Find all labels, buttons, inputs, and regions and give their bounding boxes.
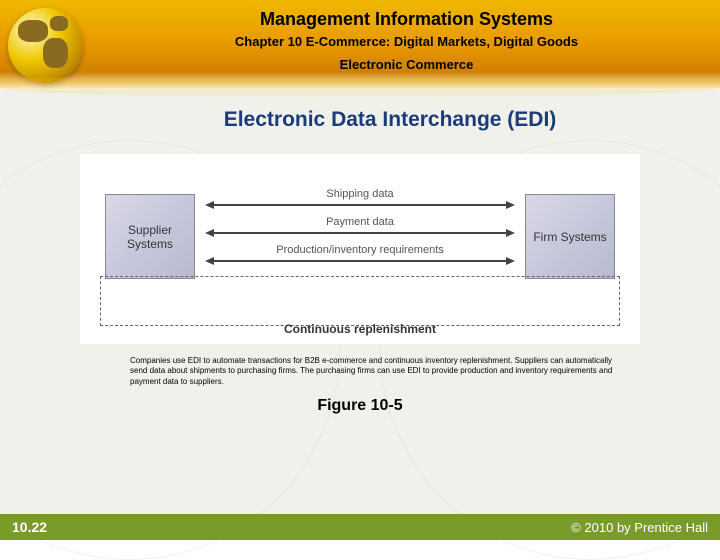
content: Electronic Data Interchange (EDI) Suppli…	[0, 90, 720, 415]
header: Management Information Systems Chapter 1…	[0, 0, 720, 90]
globe-icon	[8, 8, 83, 83]
dashed-boundary	[100, 276, 620, 326]
header-title: Management Information Systems	[93, 9, 720, 30]
edi-diagram: Supplier Systems Firm Systems Shipping d…	[80, 154, 640, 344]
arrow-production: Production/inventory requirements	[200, 244, 520, 264]
caption-text: Companies use EDI to automate transactio…	[130, 356, 630, 387]
header-chapter: Chapter 10 E-Commerce: Digital Markets, …	[93, 34, 720, 49]
firm-systems-box: Firm Systems	[525, 194, 615, 279]
arrow-label-production: Production/inventory requirements	[276, 244, 444, 256]
content-title: Electronic Data Interchange (EDI)	[90, 108, 690, 132]
footer: 10.22 © 2010 by Prentice Hall	[0, 514, 720, 540]
arrow-label-payment: Payment data	[326, 216, 394, 228]
header-text: Management Information Systems Chapter 1…	[93, 5, 720, 72]
arrow-shipping: Shipping data	[200, 188, 520, 208]
page-number: 10.22	[12, 519, 47, 535]
supplier-systems-box: Supplier Systems	[105, 194, 195, 279]
replenishment-label: Continuous replenishment	[80, 322, 640, 336]
arrow-label-shipping: Shipping data	[326, 188, 393, 200]
arrow-payment: Payment data	[200, 216, 520, 236]
copyright: © 2010 by Prentice Hall	[571, 520, 708, 535]
arrows-area: Shipping data Payment data Production/in…	[200, 184, 520, 268]
double-arrow-icon	[205, 201, 515, 208]
slide: Management Information Systems Chapter 1…	[0, 0, 720, 540]
figure-label: Figure 10-5	[30, 397, 690, 415]
double-arrow-icon	[205, 229, 515, 236]
header-section: Electronic Commerce	[93, 57, 720, 72]
double-arrow-icon	[205, 257, 515, 264]
